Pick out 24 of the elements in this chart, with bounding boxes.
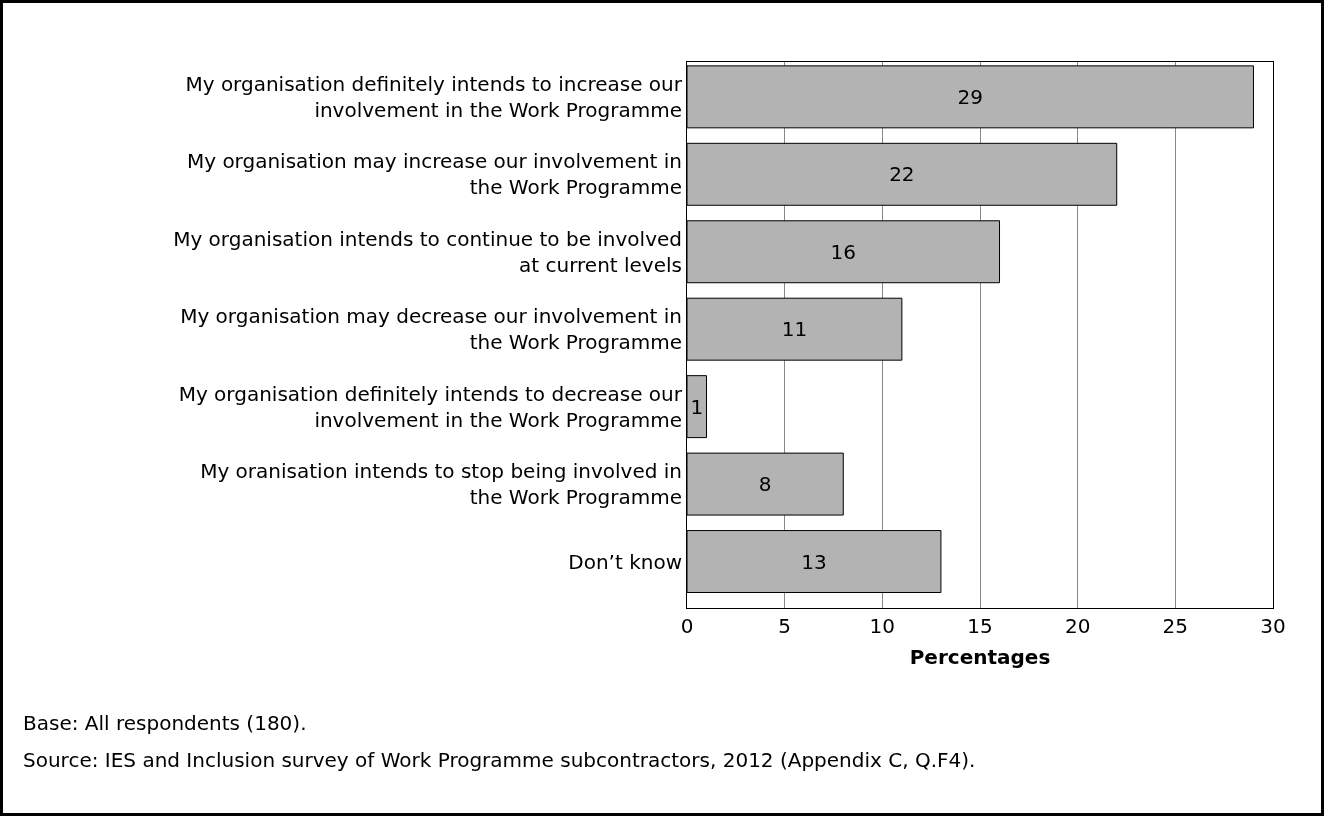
x-tick-label: 10 [869,614,896,638]
x-tick-label: 5 [778,614,792,638]
data-label: 1 [690,394,704,419]
data-label: 22 [889,162,915,187]
y-tick-label: My organisation intends to continue to be involved at current levels [173,226,682,277]
data-label: 29 [957,84,983,109]
x-tick-label: 25 [1162,614,1189,638]
data-label: 8 [758,472,772,497]
data-label: 13 [801,549,827,574]
x-axis-title: Percentages [909,644,1051,669]
x-tick-label: 0 [680,614,694,638]
text: Base: All respondents (180). [23,711,307,735]
x-tick-label: 20 [1064,614,1091,638]
data-label: 11 [781,317,808,342]
y-tick-label: My organisation may decrease our involvement in the Work Programme [180,304,682,355]
y-tick-label: My organisation definitely intends to decrease our involvement in the Work Programme [178,381,683,432]
x-tick-label: 30 [1260,614,1286,638]
data-label: 16 [830,239,856,264]
x-tick-label: 15 [967,614,993,638]
y-tick-label: My organisation definitely intends to increase our involvement in the Work Programme [185,71,683,122]
y-tick-label: Don’t know [568,549,682,574]
y-tick-label: My organisation may increase our involvement in the Work Programme [186,149,682,200]
y-tick-label: My oranisation intends to stop being involved in the Work Programme [200,459,682,510]
source-note: Source: IES and Inclusion survey of Work Programme subcontractors, 2012 (Appendix C, Q.F4). [23,748,976,772]
